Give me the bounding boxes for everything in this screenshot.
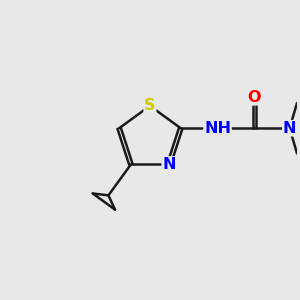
Text: N: N (283, 121, 296, 136)
Text: N: N (162, 157, 176, 172)
Text: O: O (248, 90, 261, 105)
Text: S: S (144, 98, 156, 113)
Text: NH: NH (204, 121, 231, 136)
